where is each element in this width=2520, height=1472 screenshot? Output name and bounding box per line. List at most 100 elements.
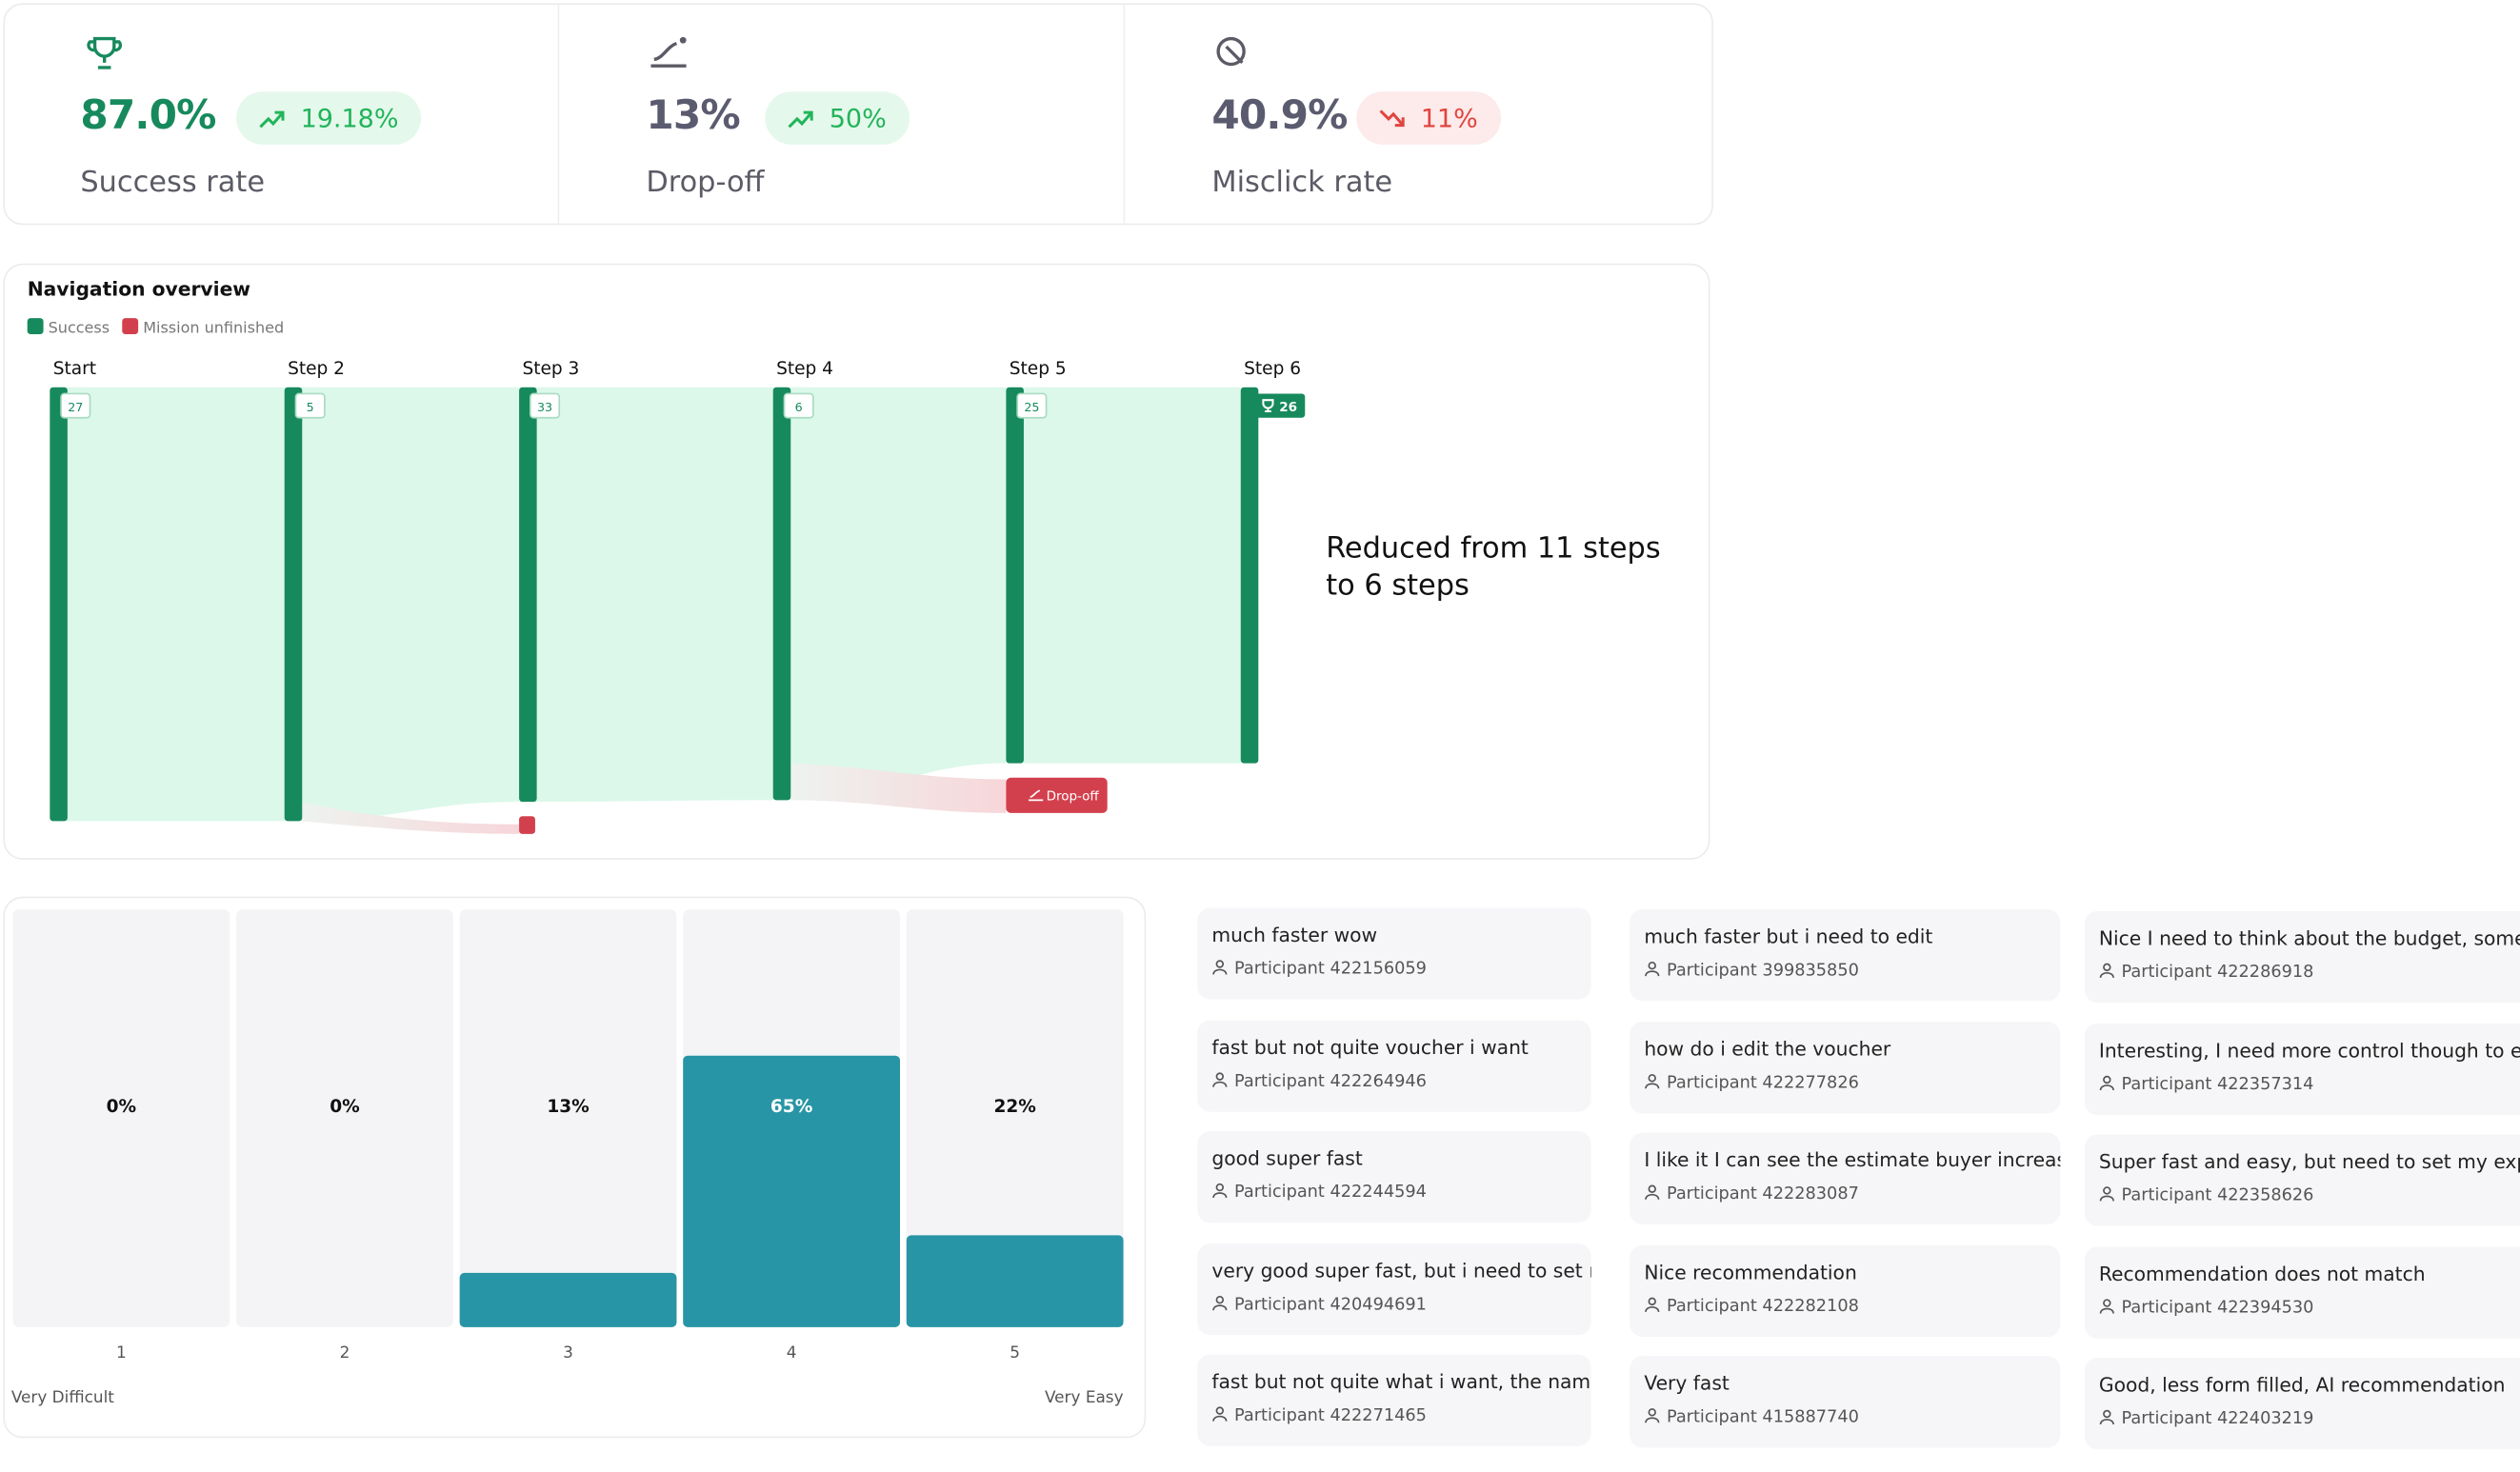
bar-track bbox=[906, 909, 1124, 1327]
comment-text: Recommendation does not match bbox=[2098, 1262, 2426, 1285]
participant: Participant 422282108 bbox=[1644, 1296, 2046, 1315]
comment-card: very good super fast, but i need to set … bbox=[1197, 1243, 1591, 1335]
x-tick-label: 3 bbox=[563, 1343, 573, 1362]
step-bar bbox=[772, 387, 791, 801]
flow bbox=[534, 387, 773, 803]
comment-card: Interesting, I need more control though … bbox=[2084, 1023, 2520, 1115]
step-bar bbox=[1240, 387, 1259, 764]
x-axis-label: Very Easy bbox=[1045, 1387, 1124, 1406]
comment-text: Nice recommendation bbox=[1644, 1260, 1857, 1283]
user-icon bbox=[1212, 1183, 1228, 1199]
step-count: 33 bbox=[537, 400, 552, 414]
divider bbox=[557, 5, 560, 224]
participant-id: Participant 415887740 bbox=[1666, 1407, 1859, 1427]
comment-card: fast but not quite what i want, the name… bbox=[1197, 1354, 1591, 1446]
step-count: 26 bbox=[1279, 400, 1297, 415]
user-icon bbox=[1212, 1295, 1228, 1310]
comment-text: much faster wow bbox=[1211, 924, 1378, 946]
step-label: Step 5 bbox=[1010, 359, 1067, 379]
step-count: 25 bbox=[1024, 400, 1039, 414]
trend-arrow bbox=[788, 109, 813, 128]
step-badge bbox=[60, 392, 91, 419]
bar bbox=[683, 1055, 900, 1327]
step-count: 6 bbox=[795, 400, 803, 414]
participant: Participant 422286918 bbox=[2099, 963, 2520, 982]
user-icon bbox=[2099, 1298, 2114, 1313]
flow bbox=[66, 387, 285, 822]
participant-id: Participant 422283087 bbox=[1666, 1184, 1859, 1203]
comment-card: much faster wow Participant 422156059 bbox=[1197, 907, 1591, 1000]
participant: Participant 422271465 bbox=[1211, 1406, 1576, 1425]
x-tick-label: 2 bbox=[340, 1343, 350, 1362]
kpi-value: 87.0% bbox=[80, 91, 216, 139]
dropoff-tag bbox=[1006, 777, 1108, 813]
participant-id: Participant 422357314 bbox=[2121, 1074, 2314, 1094]
value-label: 13% bbox=[547, 1097, 589, 1117]
participant: Participant 422156059 bbox=[1211, 959, 1576, 979]
kpi-value: 13% bbox=[646, 91, 740, 139]
participant-id: Participant 422394530 bbox=[2121, 1297, 2314, 1317]
participant: Participant 422394530 bbox=[2099, 1298, 2520, 1317]
rating-card: 0% 1 0% 2 13% 3 65% 4 22% 5 Very Difficult Very Eas… bbox=[3, 896, 1147, 1439]
user-icon bbox=[1212, 1071, 1228, 1086]
participant: Participant 422403219 bbox=[2099, 1409, 2520, 1428]
step-badge bbox=[783, 392, 814, 419]
comment-card: how do i edit the voucher Participant 422… bbox=[1630, 1021, 2061, 1113]
user-icon bbox=[2099, 963, 2114, 978]
comment-text: Super fast and easy, but need to set my … bbox=[2098, 1150, 2520, 1173]
comment-text: very good super fast, but i need to set … bbox=[1211, 1259, 1591, 1282]
x-axis-label: Very Difficult bbox=[11, 1387, 114, 1406]
comment-card: Super fast and easy, but need to set my … bbox=[2084, 1134, 2520, 1226]
comment-card: good super fast Participant 422244594 bbox=[1197, 1131, 1591, 1223]
step-badge bbox=[530, 392, 561, 419]
misclick-icon bbox=[1216, 36, 1246, 67]
trend-icon bbox=[1379, 109, 1405, 127]
comment-card: I like it I can see the estimate buyer i… bbox=[1630, 1132, 2061, 1224]
participant-id: Participant 422358626 bbox=[2121, 1185, 2314, 1205]
step-label: Step 2 bbox=[288, 359, 345, 379]
user-shape bbox=[2099, 963, 2114, 978]
comment-text: fast but not quite what i want, the name… bbox=[1211, 1370, 1591, 1394]
comment-text: Very fast bbox=[1644, 1372, 1730, 1395]
divider bbox=[1123, 5, 1126, 224]
comment-card: much faster but i need to edit Participan… bbox=[1630, 909, 2061, 1002]
participant-id: Participant 422277826 bbox=[1666, 1072, 1859, 1092]
user-shape bbox=[1645, 1408, 1660, 1423]
user-shape bbox=[2099, 1074, 2114, 1090]
user-shape bbox=[1645, 961, 1660, 977]
navigation-chart: Navigation overview Success Mission unfini… bbox=[27, 278, 1306, 834]
kpi-change: 50% bbox=[765, 91, 910, 145]
step-bar bbox=[50, 387, 68, 822]
value-label: 65% bbox=[770, 1097, 812, 1117]
comment-text: Good, less form filled, AI recommendatio… bbox=[2098, 1373, 2506, 1397]
participant: Participant 422358626 bbox=[2099, 1185, 2520, 1205]
nav-title: Navigation overview bbox=[28, 278, 250, 301]
x-tick-label: 1 bbox=[116, 1343, 127, 1362]
comment-text: fast but not quite voucher i want bbox=[1211, 1035, 1529, 1059]
legend-label: Success bbox=[49, 318, 110, 336]
user-shape bbox=[2099, 1298, 2114, 1313]
user-shape bbox=[1212, 960, 1228, 975]
user-shape bbox=[1212, 1071, 1228, 1086]
participant: Participant 415887740 bbox=[1644, 1407, 2046, 1427]
kpi-label: Success rate bbox=[80, 165, 266, 200]
step-label: Step 4 bbox=[776, 359, 833, 379]
participant: Participant 420494691 bbox=[1211, 1294, 1576, 1314]
step-count: 27 bbox=[68, 400, 83, 414]
comment-text: good super fast bbox=[1211, 1146, 1363, 1170]
comment-card: Nice I need to think about the budget, s… bbox=[2084, 910, 2520, 1003]
trophy-icon bbox=[87, 36, 123, 70]
dropoff-icon bbox=[650, 36, 687, 68]
dropoff-tag-text: Drop-off bbox=[1047, 788, 1100, 804]
value-label: 0% bbox=[330, 1097, 360, 1117]
user-icon bbox=[2099, 1409, 2114, 1425]
comment-card: Recommendation does not match Participant… bbox=[2084, 1245, 2520, 1338]
user-icon bbox=[1645, 1408, 1660, 1423]
step-badge bbox=[294, 392, 326, 419]
drop-flow bbox=[789, 763, 1007, 813]
kpi-change-text: 19.18% bbox=[300, 103, 399, 134]
step-bar bbox=[519, 387, 537, 803]
kpi-change-text: 11% bbox=[1420, 103, 1478, 134]
participant: Participant 399835850 bbox=[1644, 961, 2046, 980]
x-tick-label: 4 bbox=[787, 1343, 797, 1362]
